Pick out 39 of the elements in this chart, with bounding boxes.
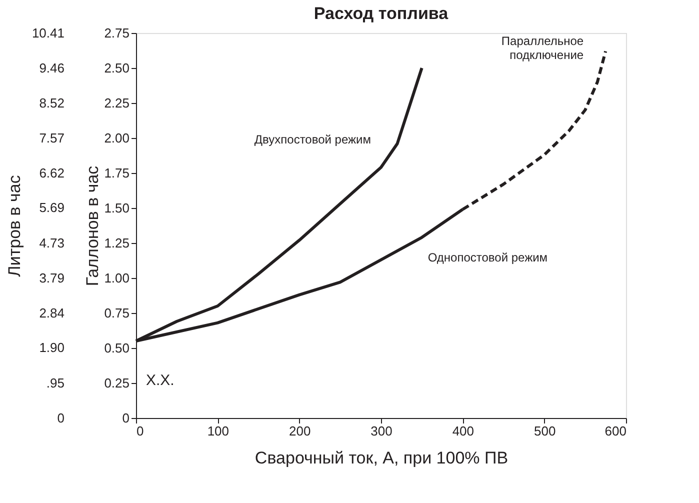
x-tick-label: 100 xyxy=(207,424,230,438)
y2-tick-label: 4.73 xyxy=(39,236,64,251)
y-tick-label: 2.75 xyxy=(104,26,130,40)
y2-tick-label: .95 xyxy=(46,375,64,390)
x-tick-label: 300 xyxy=(370,424,392,438)
y-tick-label: 0.50 xyxy=(104,340,130,356)
x-tick-label: 200 xyxy=(288,424,311,438)
y2-tick-label: 8.52 xyxy=(39,95,64,110)
series-label: Однопостовой режим xyxy=(428,250,548,264)
x-tick-label: 400 xyxy=(452,424,474,438)
y-tick-label: 2.50 xyxy=(104,60,130,76)
series-label: Двухпостовой режим xyxy=(254,132,371,146)
y2-axis-title: Литров в час xyxy=(4,174,24,277)
x-axis-title: Сварочный ток, А, при 100% ПВ xyxy=(254,448,508,468)
y-tick-label: 0 xyxy=(122,410,130,426)
x-tick-label: 0 xyxy=(136,424,144,438)
series-label: Параллельное подключение xyxy=(501,34,584,62)
y-tick-label: 0.75 xyxy=(104,306,130,320)
y2-tick-label: 7.57 xyxy=(39,130,64,146)
chart-title: Расход топлива xyxy=(314,4,449,23)
y2-tick-label: 2.84 xyxy=(39,305,64,320)
x-tick-label: 500 xyxy=(534,424,556,438)
y-tick-label: 1.25 xyxy=(104,236,130,250)
x-tick-label: 600 xyxy=(604,424,626,438)
y2-tick-label: 0 xyxy=(57,410,64,426)
y-tick-label: 0.25 xyxy=(104,376,130,390)
y-tick-label: 1.00 xyxy=(104,270,130,286)
y2-tick-label: 5.69 xyxy=(39,200,64,216)
y-tick-label: 2.25 xyxy=(104,96,130,110)
annotation: X.X. xyxy=(146,372,174,389)
y-axis-title: Галлонов в час xyxy=(83,165,102,286)
y2-tick-label: 1.90 xyxy=(39,340,64,356)
y2-tick-label: 10.41 xyxy=(32,26,64,40)
y2-tick-label: 9.46 xyxy=(39,60,64,76)
y-tick-label: 2.00 xyxy=(104,130,130,146)
y2-tick-label: 3.79 xyxy=(39,270,64,286)
y-tick-label: 1.75 xyxy=(104,166,130,180)
y-tick-label: 1.50 xyxy=(104,200,130,216)
y2-tick-label: 6.62 xyxy=(39,166,64,181)
